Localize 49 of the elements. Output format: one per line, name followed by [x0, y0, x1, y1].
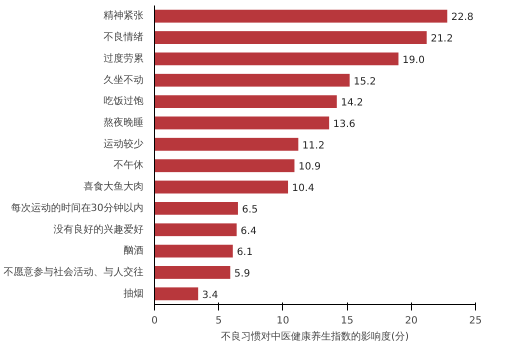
- x-tick-label: 5: [216, 316, 222, 326]
- bar: [154, 10, 448, 23]
- y-tick-label: 不愿意参与社会活动、与人交往: [4, 266, 144, 278]
- data-label: 22.8: [451, 12, 474, 24]
- x-tick-label: 25: [469, 316, 482, 326]
- bar: [154, 116, 330, 130]
- y-tick-label: 每次运动的时间在30分钟以内: [10, 202, 144, 214]
- data-label: 14.2: [340, 98, 364, 109]
- data-label: 13.6: [333, 118, 356, 130]
- y-tick-label: 喜食大鱼大肉: [84, 180, 144, 193]
- y-tick-label: 吃饭过饱: [104, 95, 144, 108]
- y-tick-label: 精神紧张: [104, 10, 144, 22]
- data-label: 19.0: [402, 54, 425, 66]
- data-label: 5.9: [234, 268, 250, 280]
- bar: [154, 202, 238, 215]
- y-tick-label: 没有良好的兴趣爱好: [54, 223, 144, 236]
- x-tick-label: 20: [404, 316, 418, 326]
- x-tick-label: 0: [151, 316, 158, 326]
- y-tick-label: 久坐不动: [104, 74, 144, 86]
- bar: [154, 266, 230, 279]
- data-label: 6.5: [242, 204, 258, 216]
- data-label: 6.1: [236, 247, 253, 258]
- y-tick-label: 熬夜晚睡: [104, 116, 144, 128]
- bar: [154, 159, 294, 172]
- bar: [154, 95, 337, 108]
- bar: [154, 52, 398, 66]
- bar: [154, 244, 233, 258]
- bar: [154, 74, 350, 87]
- data-label: 15.2: [354, 76, 376, 88]
- x-axis-title: 不良习惯对中医健康养生指数的影响度(分): [221, 330, 409, 342]
- bar: [154, 180, 288, 194]
- x-tick-label: 10: [276, 316, 290, 326]
- y-tick-label: 不午休: [114, 159, 144, 172]
- y-tick-label: 运动较少: [104, 138, 144, 150]
- y-tick-label: 酗酒: [124, 244, 144, 257]
- data-label: 11.2: [302, 140, 325, 152]
- bar: [154, 138, 298, 151]
- bar: [154, 287, 198, 300]
- bar: [154, 223, 237, 236]
- data-label: 6.4: [240, 226, 257, 237]
- data-label: 21.2: [430, 34, 453, 45]
- data-label: 3.4: [202, 290, 218, 301]
- data-label: 10.9: [298, 162, 321, 173]
- data-label: 10.4: [292, 183, 314, 194]
- bar: [154, 31, 427, 44]
- y-tick-label: 抽烟: [124, 287, 144, 300]
- y-tick-label: 不良情绪: [104, 31, 144, 44]
- y-tick-label: 过度劳累: [104, 52, 144, 64]
- x-tick-label: 15: [340, 316, 354, 326]
